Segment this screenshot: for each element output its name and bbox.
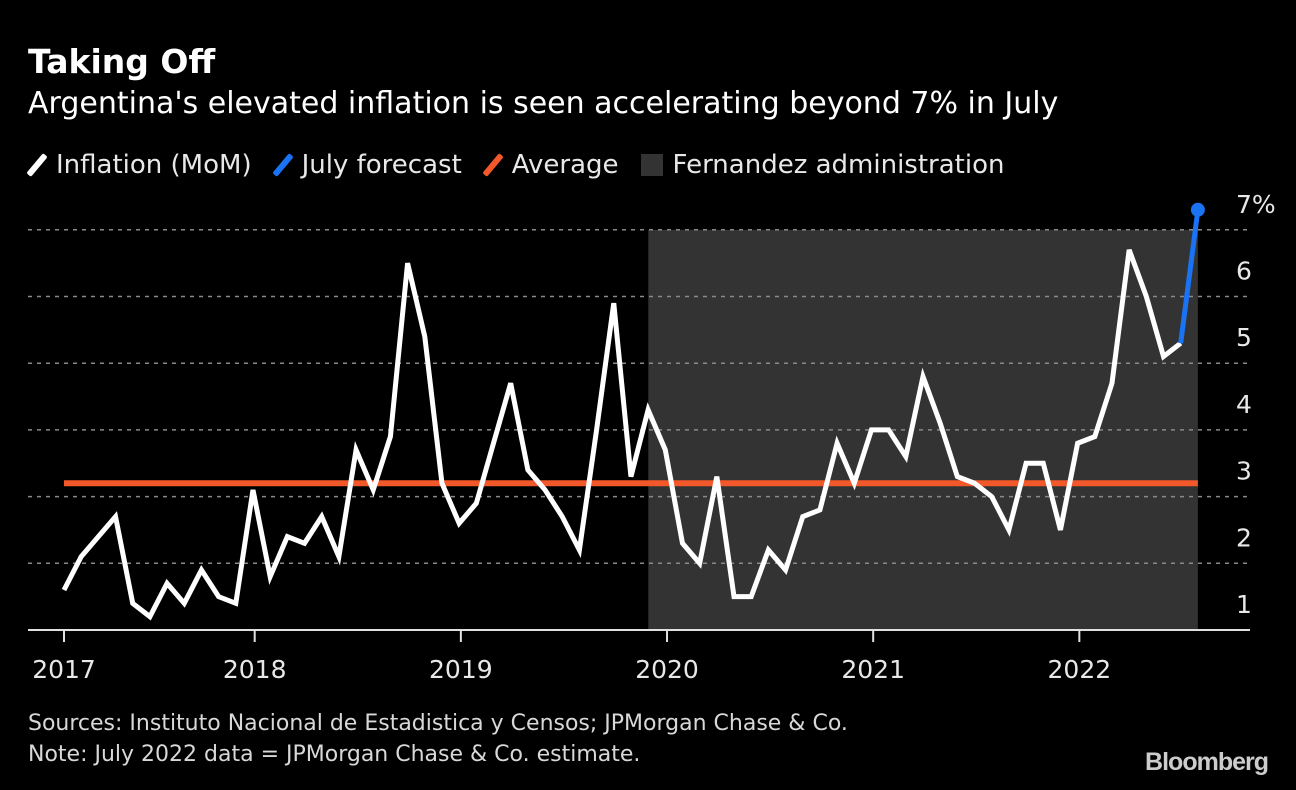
y-tick-label: 2 — [1236, 523, 1252, 552]
legend-label: Fernandez administration — [672, 150, 1005, 180]
note-text: Note: July 2022 data = JPMorgan Chase & … — [28, 742, 641, 767]
y-tick-label: 3 — [1236, 457, 1252, 486]
x-tick-label: 2019 — [429, 655, 493, 684]
legend-swatch-fernandez — [640, 154, 663, 176]
x-tick-label: 2022 — [1048, 655, 1112, 684]
x-tick-label: 2018 — [223, 655, 287, 684]
inflation-series-line — [61, 248, 1183, 621]
x-tick-label: 2020 — [635, 655, 699, 684]
y-tick-label: 6 — [1236, 257, 1252, 286]
chart-title: Taking Off — [28, 42, 216, 81]
footer-notes: Sources: Instituto Nacional de Estadisti… — [28, 708, 848, 770]
y-tick-label: 5 — [1236, 323, 1252, 352]
legend-label: Inflation (MoM) — [56, 150, 252, 180]
chart-subtitle: Argentina's elevated inflation is seen a… — [28, 86, 1059, 121]
july-forecast-point — [1190, 202, 1205, 217]
y-tick-label: 4 — [1236, 390, 1252, 419]
x-tick-label: 2017 — [32, 655, 96, 684]
y-tick-label: 7% — [1236, 190, 1276, 219]
sources-text: Sources: Instituto Nacional de Estadisti… — [28, 711, 848, 736]
legend-item-inflation: Inflation (MoM) — [26, 150, 252, 180]
legend-label: July forecast — [301, 150, 462, 180]
legend-label: Average — [511, 150, 619, 180]
legend-item-fernandez: Fernandez administration — [640, 150, 1005, 180]
y-tick-label: 1 — [1236, 590, 1252, 619]
july-forecast-line — [1178, 209, 1201, 344]
legend: Inflation (MoM) July forecast Average Fe… — [26, 150, 1026, 180]
legend-item-forecast: July forecast — [271, 150, 462, 180]
bloomberg-logo: Bloomberg — [1145, 748, 1269, 776]
x-tick-label: 2021 — [841, 655, 905, 684]
legend-item-average: Average — [482, 150, 619, 180]
